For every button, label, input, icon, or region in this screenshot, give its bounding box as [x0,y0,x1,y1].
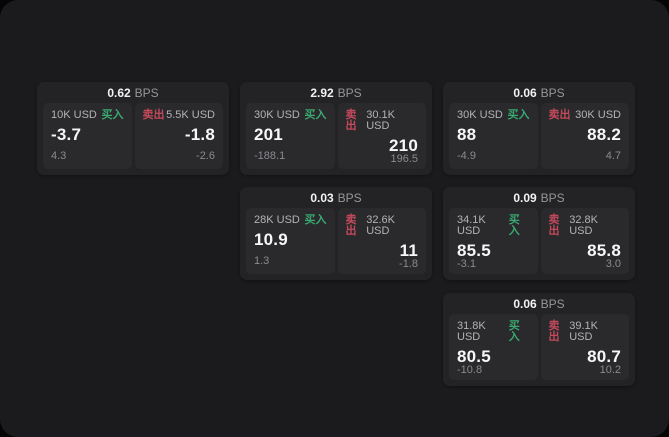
buy-delta: -3.1 [457,258,476,270]
sell-delta: 196.5 [390,153,418,165]
quote-panels: 30K USD 买入 201 -188.1 卖出 30.1K USD 210 1… [240,103,432,169]
sell-delta: 3.0 [605,258,621,270]
quote-panels: 34.1K USD 买入 85.5 -3.1 卖出 32.8K USD 85.8… [443,208,635,274]
card-header: 0.06 BPS [443,293,635,314]
sell-panel[interactable]: 卖出 30.1K USD 210 196.5 [337,103,426,169]
buy-delta: -4.9 [457,150,476,162]
bps-unit-label: BPS [337,85,362,100]
buy-side-label: 买入 [507,109,530,121]
buy-price: 85.5 [457,241,491,260]
sell-delta: -2.6 [196,150,215,162]
sell-amount: 39.1K USD [569,320,598,343]
quote-card-2: 2.92 BPS 30K USD 买入 201 -188.1 卖出 30.1K … [240,82,432,175]
buy-price: 10.9 [254,230,288,249]
bps-unit-label: BPS [134,85,159,100]
quote-card-4: 0.03 BPS 28K USD 买入 10.9 1.3 卖出 32.6K US… [240,187,432,280]
sell-panel[interactable]: 卖出 5.5K USD -1.8 -2.6 [134,103,223,169]
quote-card-1: 0.62 BPS 10K USD 买入 -3.7 4.3 卖出 5.5K USD… [37,82,229,175]
buy-panel[interactable]: 31.8K USD 买入 80.5 -10.8 [449,314,538,380]
sell-price: -1.8 [184,125,215,144]
sell-amount: 32.8K USD [569,214,598,237]
sell-price: 11 [399,241,418,260]
buy-panel[interactable]: 28K USD 买入 10.9 1.3 [246,208,335,274]
sell-side-label: 卖出 [548,320,560,343]
sell-price: 80.7 [587,347,621,366]
buy-amount: 28K USD [254,214,300,226]
buy-delta: -188.1 [254,150,286,162]
sell-amount: 30.1K USD [366,109,395,132]
sell-side-label: 卖出 [548,109,571,121]
sell-price: 210 [389,136,418,155]
bps-value: 2.92 [310,85,334,100]
sell-panel[interactable]: 卖出 32.6K USD 11 -1.8 [337,208,426,274]
buy-amount: 10K USD [51,109,97,121]
bps-value: 0.06 [513,85,537,100]
buy-side-label: 买入 [304,214,327,226]
quote-panels: 30K USD 买入 88 -4.9 卖出 30K USD 88.2 4.7 [443,103,635,169]
sell-panel[interactable]: 卖出 30K USD 88.2 4.7 [540,103,629,169]
sell-price: 88.2 [587,125,621,144]
sell-delta: 10.2 [599,364,621,376]
card-header: 0.06 BPS [443,82,635,103]
sell-price: 85.8 [587,241,621,260]
quote-card-3: 0.06 BPS 30K USD 买入 88 -4.9 卖出 30K USD 8… [443,82,635,175]
buy-delta: 4.3 [51,150,67,162]
bps-unit-label: BPS [337,190,362,205]
buy-price: 201 [254,125,283,144]
quote-panels: 28K USD 买入 10.9 1.3 卖出 32.6K USD 11 -1.8 [240,208,432,274]
sell-panel[interactable]: 卖出 39.1K USD 80.7 10.2 [540,314,629,380]
sell-amount: 5.5K USD [166,109,215,121]
bps-value: 0.09 [513,190,537,205]
buy-side-label: 买入 [304,109,327,121]
buy-amount: 30K USD [457,109,503,121]
buy-price: 88 [457,125,477,144]
bps-unit-label: BPS [540,296,565,311]
buy-side-label: 买入 [508,320,520,343]
bps-value: 0.03 [310,190,334,205]
buy-delta: 1.3 [254,255,270,267]
sell-amount: 32.6K USD [366,214,395,237]
card-header: 2.92 BPS [240,82,432,103]
sell-delta: -1.8 [399,258,418,270]
quote-panels: 10K USD 买入 -3.7 4.3 卖出 5.5K USD -1.8 -2.… [37,103,229,169]
quote-card-6: 0.06 BPS 31.8K USD 买入 80.5 -10.8 卖出 39.1… [443,293,635,386]
buy-panel[interactable]: 30K USD 买入 201 -188.1 [246,103,335,169]
sell-side-label: 卖出 [345,109,357,132]
buy-panel[interactable]: 30K USD 买入 88 -4.9 [449,103,538,169]
sell-amount: 30K USD [575,109,621,121]
bps-value: 0.06 [513,296,537,311]
buy-panel[interactable]: 34.1K USD 买入 85.5 -3.1 [449,208,538,274]
sell-side-label: 卖出 [345,214,357,237]
buy-delta: -10.8 [457,364,483,376]
buy-price: -3.7 [51,125,82,144]
buy-price: 80.5 [457,347,491,366]
buy-amount: 34.1K USD [457,214,486,237]
buy-side-label: 买入 [508,214,520,237]
buy-side-label: 买入 [101,109,124,121]
bps-value: 0.62 [107,85,131,100]
quote-panels: 31.8K USD 买入 80.5 -10.8 卖出 39.1K USD 80.… [443,314,635,380]
card-header: 0.62 BPS [37,82,229,103]
card-header: 0.09 BPS [443,187,635,208]
quote-card-5: 0.09 BPS 34.1K USD 买入 85.5 -3.1 卖出 32.8K… [443,187,635,280]
card-header: 0.03 BPS [240,187,432,208]
sell-side-label: 卖出 [142,109,165,121]
bps-unit-label: BPS [540,190,565,205]
bps-unit-label: BPS [540,85,565,100]
sell-delta: 4.7 [605,150,621,162]
sell-side-label: 卖出 [548,214,560,237]
buy-amount: 30K USD [254,109,300,121]
buy-amount: 31.8K USD [457,320,486,343]
buy-panel[interactable]: 10K USD 买入 -3.7 4.3 [43,103,132,169]
sell-panel[interactable]: 卖出 32.8K USD 85.8 3.0 [540,208,629,274]
